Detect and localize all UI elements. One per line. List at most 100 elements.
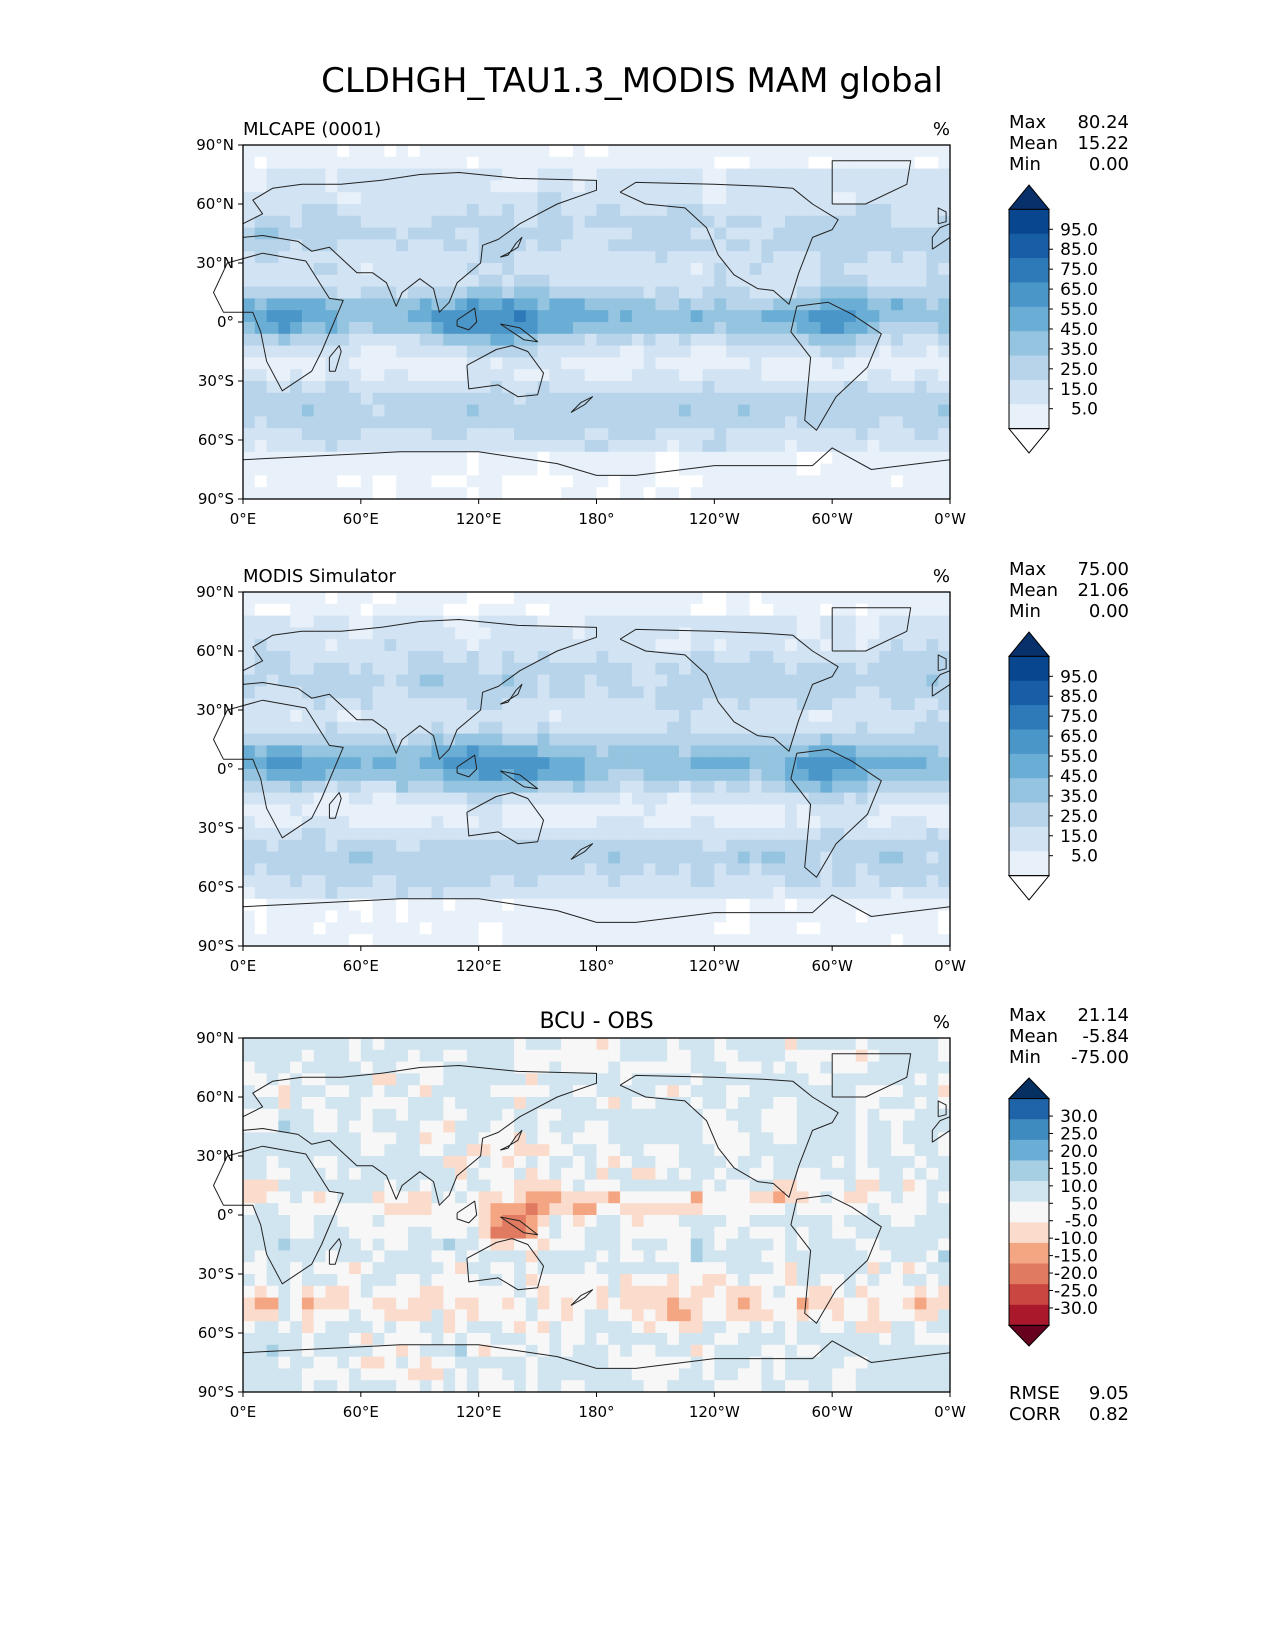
colorbar-swatch	[1009, 851, 1049, 877]
x-tick-label: 180°	[578, 510, 614, 528]
coastline	[213, 252, 344, 392]
colorbar-label: 15.0	[1060, 827, 1098, 847]
y-tick-label: 60°N	[196, 1088, 234, 1106]
colorbar-label: -25.0	[1054, 1281, 1098, 1301]
coastline	[500, 1129, 523, 1151]
coastline	[500, 323, 539, 343]
y-tick-label: 90°N	[196, 1029, 234, 1047]
coastline	[328, 792, 342, 819]
colorbar-label: 25.0	[1060, 807, 1098, 827]
colorbar-extend-max	[1007, 184, 1051, 210]
colorbar-label: 65.0	[1060, 280, 1098, 300]
coastlines	[213, 160, 951, 476]
coastline	[242, 172, 597, 313]
coastline	[790, 748, 882, 878]
y-tick-label: 90°S	[198, 1383, 234, 1401]
x-tick-label: 0°W	[934, 957, 966, 975]
colorbar-swatch	[1009, 1222, 1049, 1244]
stat-label: Mean	[1009, 1026, 1058, 1047]
colorbar-label: 10.0	[1060, 1177, 1098, 1197]
coastline	[500, 770, 539, 790]
coastline	[466, 1238, 544, 1291]
coastline	[619, 628, 839, 752]
colorbar-label: 75.0	[1060, 707, 1098, 727]
x-tick-label: 60°E	[343, 510, 379, 528]
colorbar-label: 20.0	[1060, 1142, 1098, 1162]
panel-difference: BCU - OBS % 0°E 60°E 120°E 180° 120°W 60°W 0°W 90…	[196, 1005, 1129, 1425]
colorbar: 95.085.075.065.055.045.035.025.015.05.0	[1007, 184, 1098, 454]
colorbar: 95.085.075.065.055.045.035.025.015.05.0	[1007, 631, 1098, 901]
colorbar-swatch	[1009, 778, 1049, 804]
coastline	[831, 607, 912, 652]
colorbar-swatch	[1009, 282, 1049, 308]
coastline	[328, 345, 342, 372]
x-tick-label: 0°E	[230, 1403, 257, 1421]
coastline	[500, 1216, 539, 1236]
panel-units: %	[933, 119, 950, 140]
x-tick-label: 60°W	[811, 1403, 853, 1421]
colorbar-label: 15.0	[1060, 380, 1098, 400]
coastline	[570, 396, 594, 413]
y-tick-label: 60°N	[196, 642, 234, 660]
colorbar-swatch	[1009, 705, 1049, 730]
colorbar-swatch	[1009, 404, 1049, 430]
colorbar-extend-max	[1007, 631, 1051, 657]
stat-label: Max	[1009, 559, 1047, 580]
colorbar: 30.025.020.015.010.05.0-5.0-10.0-15.0-20…	[1007, 1077, 1098, 1347]
panel-reference: MODIS Simulator % 0°E 60°E 120°E 180° 120°W 60°…	[196, 559, 1129, 975]
colorbar-label: 85.0	[1060, 240, 1098, 260]
colorbar-label: 45.0	[1060, 767, 1098, 787]
coastline	[931, 670, 951, 697]
colorbar-label: 35.0	[1060, 787, 1098, 807]
colorbar-label: 85.0	[1060, 687, 1098, 707]
panel-units: %	[933, 1012, 950, 1033]
coastline	[790, 301, 882, 431]
y-tick-label: 60°S	[198, 1324, 234, 1342]
colorbar-swatch	[1009, 753, 1049, 779]
colorbar-extend-min	[1007, 428, 1051, 454]
stat-value: -5.84	[1082, 1026, 1129, 1047]
colorbar-label: 55.0	[1060, 747, 1098, 767]
y-tick-label: 0°	[217, 1206, 234, 1224]
coastline	[213, 1145, 344, 1285]
stat-value: -75.00	[1071, 1047, 1129, 1068]
y-tick-label: 30°N	[196, 254, 234, 272]
colorbar-swatch	[1009, 233, 1049, 259]
colorbar-label: 45.0	[1060, 320, 1098, 340]
colorbar-swatch	[1009, 656, 1049, 682]
stat-value: 80.24	[1077, 112, 1129, 133]
colorbar-swatch	[1009, 1119, 1049, 1141]
panel-title-left: MLCAPE (0001)	[243, 119, 381, 140]
colorbar-swatch	[1009, 1242, 1049, 1265]
coastline	[937, 207, 947, 225]
figure-title: CLDHGH_TAU1.3_MODIS MAM global	[321, 61, 943, 101]
map-field	[243, 1038, 951, 1393]
coastline	[937, 1100, 947, 1118]
colorbar-label: 5.0	[1071, 847, 1098, 867]
metric-value: 9.05	[1089, 1383, 1129, 1404]
y-tick-label: 30°S	[198, 1265, 234, 1283]
stat-label: Mean	[1009, 133, 1058, 154]
colorbar-label: 15.0	[1060, 1159, 1098, 1179]
coastline	[242, 447, 951, 476]
colorbar-label: -15.0	[1054, 1247, 1098, 1267]
x-tick-label: 120°E	[456, 1403, 502, 1421]
coastline	[242, 894, 951, 923]
coastline	[619, 181, 839, 305]
panel-units: %	[933, 566, 950, 587]
y-tick-label: 60°N	[196, 195, 234, 213]
coastline	[456, 754, 478, 778]
colorbar-swatch	[1009, 355, 1049, 381]
colorbar-label: 75.0	[1060, 260, 1098, 280]
colorbar-extend-min	[1007, 1324, 1051, 1347]
stat-label: Min	[1009, 1047, 1041, 1068]
colorbar-frame	[1008, 655, 1050, 877]
colorbar-swatch	[1009, 1139, 1049, 1161]
coastline	[242, 1065, 597, 1206]
coastline	[500, 683, 523, 705]
coastlines	[213, 1053, 951, 1369]
colorbar-swatch	[1009, 1160, 1049, 1182]
colorbar-label: 30.0	[1060, 1107, 1098, 1127]
stat-value: 21.06	[1077, 580, 1129, 601]
